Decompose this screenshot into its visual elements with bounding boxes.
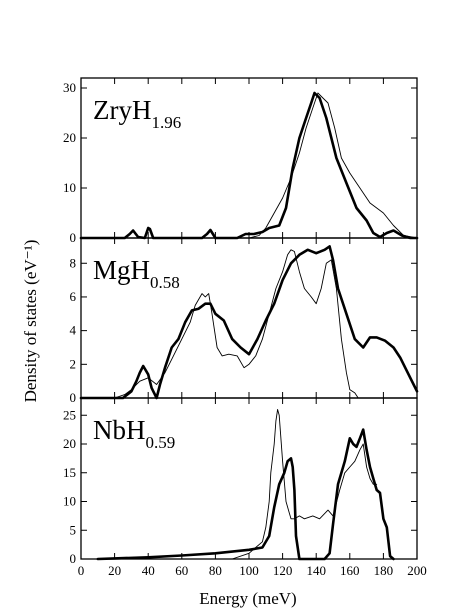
panel-1-ytick-label-2: 2 bbox=[70, 356, 77, 371]
panel-2-ytick-label-5: 5 bbox=[70, 522, 77, 537]
xtick-label-80: 80 bbox=[209, 563, 222, 578]
panel-2-series-thin-line bbox=[80, 409, 378, 560]
panel-1-ytick-label-6: 6 bbox=[70, 289, 77, 304]
xtick-label-40: 40 bbox=[142, 563, 155, 578]
x-axis-label: Energy (meV) bbox=[199, 589, 296, 608]
xtick-label-200: 200 bbox=[407, 563, 427, 578]
panel-1-ytick-label-4: 4 bbox=[70, 323, 77, 338]
panel-0-ytick-label-20: 20 bbox=[63, 130, 76, 145]
panel-1-ytick-label-0: 0 bbox=[70, 390, 77, 405]
xtick-label-60: 60 bbox=[175, 563, 188, 578]
panel-2-ytick-label-0: 0 bbox=[70, 551, 77, 566]
xtick-label-100: 100 bbox=[239, 563, 259, 578]
xtick-label-180: 180 bbox=[374, 563, 394, 578]
xtick-label-120: 120 bbox=[273, 563, 293, 578]
panel-2-ytick-label-15: 15 bbox=[63, 465, 76, 480]
panel-0-title: ZryH1.96 bbox=[93, 95, 181, 132]
xtick-label-0: 0 bbox=[78, 563, 85, 578]
panel-2-title: NbH0.59 bbox=[93, 415, 175, 452]
panel-0-series-thick-line bbox=[79, 91, 419, 240]
panel-1-ytick-label-8: 8 bbox=[70, 255, 77, 270]
panel-2-ytick-label-25: 25 bbox=[63, 407, 76, 422]
panel-1-series-thin-line bbox=[80, 249, 418, 399]
panel-2-ytick-label-10: 10 bbox=[63, 494, 76, 509]
panel-0-series-thin-line bbox=[80, 92, 418, 239]
panel-0-ytick-label-30: 30 bbox=[63, 80, 76, 95]
panel-1-title: MgH0.58 bbox=[93, 255, 180, 292]
panel-0-ytick-label-10: 10 bbox=[63, 180, 76, 195]
y-axis-label: Density of states (eV⁻¹) bbox=[21, 240, 40, 403]
panel-0-ytick-label-0: 0 bbox=[70, 230, 77, 245]
panel-2-ytick-label-20: 20 bbox=[63, 436, 76, 451]
xtick-label-140: 140 bbox=[306, 563, 326, 578]
xtick-label-20: 20 bbox=[108, 563, 121, 578]
xtick-label-160: 160 bbox=[340, 563, 360, 578]
panel-1-series-thick-line bbox=[79, 245, 419, 400]
panel-2-series-thick-line bbox=[96, 428, 395, 561]
